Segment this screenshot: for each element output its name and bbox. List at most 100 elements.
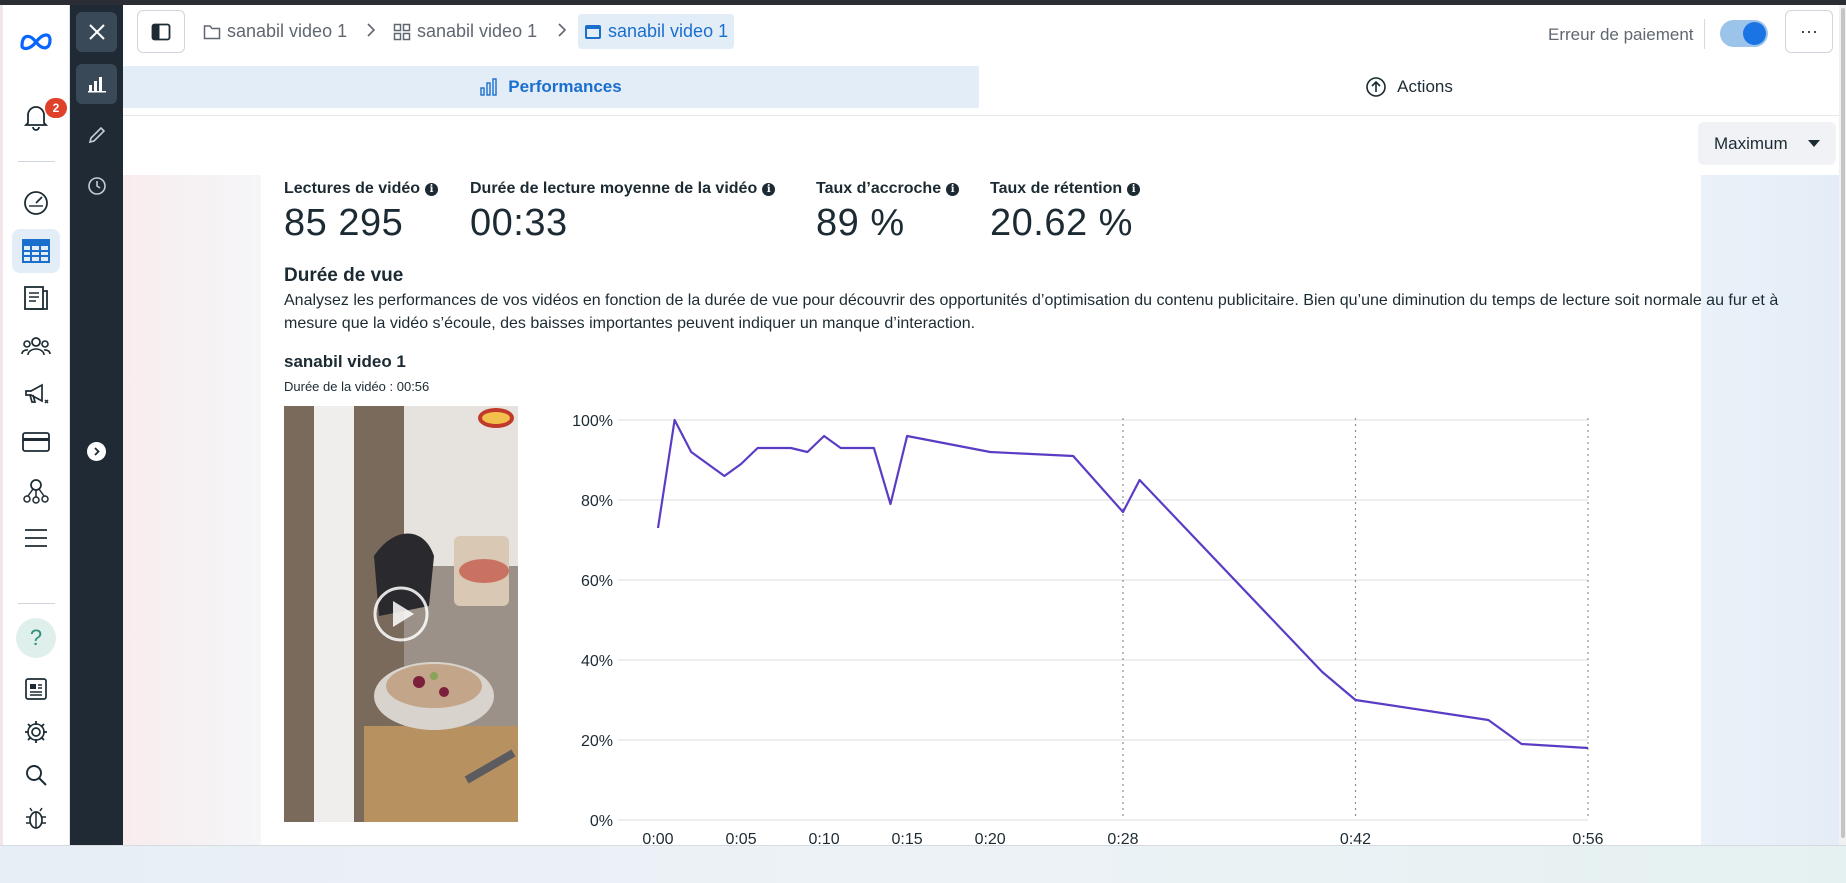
rail-item-overview[interactable] bbox=[12, 181, 60, 225]
x-tick-label: 0:05 bbox=[725, 831, 756, 845]
rail-item-campaigns[interactable] bbox=[12, 372, 60, 416]
gauge-icon bbox=[24, 191, 48, 215]
rail-item-business-network[interactable] bbox=[12, 468, 60, 512]
x-tick-label: 0:20 bbox=[975, 831, 1006, 845]
payment-error-text[interactable]: Erreur de paiement bbox=[1548, 25, 1694, 44]
close-panel-button[interactable] bbox=[76, 12, 117, 52]
search-button[interactable] bbox=[12, 753, 60, 797]
close-icon bbox=[88, 24, 105, 40]
header-divider bbox=[1704, 19, 1705, 49]
breadcrumb-label: sanabil video 1 bbox=[417, 21, 538, 41]
header-bar: sanabil video 1 sanabil video 1 sanabil … bbox=[123, 5, 1839, 62]
metric-label: Taux d’accroche bbox=[816, 180, 942, 197]
x-tick-label: 0:10 bbox=[809, 831, 840, 845]
info-icon[interactable]: i bbox=[1127, 182, 1141, 196]
people-icon bbox=[21, 337, 51, 356]
metric-value: 89 % bbox=[816, 202, 905, 244]
info-icon[interactable]: i bbox=[946, 182, 960, 196]
metric-video-plays: Lectures de vidéo i 85 295 bbox=[284, 180, 439, 245]
x-tick-label: 0:00 bbox=[642, 831, 673, 845]
table-icon bbox=[22, 239, 50, 263]
strip-performance-button[interactable] bbox=[76, 64, 117, 104]
rail-item-audiences[interactable] bbox=[12, 324, 60, 368]
date-range-value: Maximum bbox=[1714, 133, 1788, 153]
upload-circle-icon bbox=[1366, 77, 1386, 97]
rail-item-pages[interactable] bbox=[12, 276, 60, 320]
info-icon[interactable]: i bbox=[762, 182, 776, 196]
section-description: Analysez les performances de vos vidéos … bbox=[284, 292, 1779, 332]
more-options-button[interactable]: ··· bbox=[1785, 10, 1833, 53]
expand-strip-button[interactable] bbox=[87, 442, 106, 461]
rail-item-billing[interactable] bbox=[12, 420, 60, 464]
chevron-right-icon bbox=[94, 447, 100, 456]
rail-item-all-tools[interactable] bbox=[12, 516, 60, 560]
metric-value: 20.62 % bbox=[990, 202, 1133, 244]
rail-divider-lower bbox=[18, 603, 55, 604]
metric-value: 85 295 bbox=[284, 202, 404, 244]
grid-icon bbox=[393, 23, 411, 40]
watch-duration-chart: 0% 20% 40% 60% 80% 100% 0:00 0:05 0:10 0:15 0:20 0:… bbox=[572, 413, 1604, 845]
retention-series-line bbox=[656, 418, 1589, 750]
bottom-strip bbox=[0, 845, 1846, 883]
help-button[interactable]: ? bbox=[12, 616, 60, 660]
toggle-side-panel-button[interactable] bbox=[137, 10, 185, 53]
rail-item-ads-manager[interactable] bbox=[12, 229, 60, 273]
y-tick-label: 100% bbox=[572, 413, 613, 430]
x-tick-label: 0:15 bbox=[892, 831, 923, 845]
report-bug-button[interactable] bbox=[12, 796, 60, 840]
tab-bar: Performances Actions bbox=[123, 62, 1839, 116]
info-icon[interactable]: i bbox=[425, 182, 439, 196]
tab-label: Actions bbox=[1397, 77, 1453, 96]
credit-card-icon bbox=[22, 432, 50, 452]
chevron-right-icon bbox=[367, 23, 376, 37]
metric-label: Durée de lecture moyenne de la vidéo bbox=[470, 180, 758, 197]
bug-icon bbox=[26, 807, 46, 829]
scrollbar-thumb[interactable] bbox=[1841, 8, 1845, 838]
bell-icon bbox=[23, 106, 49, 131]
video-duration: Durée de la vidéo : 00:56 bbox=[284, 379, 430, 394]
date-range-dropdown[interactable]: Maximum bbox=[1698, 122, 1836, 165]
gear-icon bbox=[25, 721, 47, 743]
video-thumbnail[interactable] bbox=[284, 406, 518, 822]
rail-item-news[interactable] bbox=[12, 667, 60, 711]
notifications-button[interactable]: 2 bbox=[12, 95, 67, 139]
tab-actions[interactable]: Actions bbox=[979, 66, 1839, 108]
bar-chart-icon bbox=[87, 77, 106, 93]
chevron-right-icon bbox=[558, 23, 567, 37]
y-tick-label: 80% bbox=[581, 493, 613, 510]
meta-logo[interactable] bbox=[12, 19, 60, 63]
x-tick-label: 0:28 bbox=[1107, 831, 1138, 845]
pages-icon bbox=[24, 286, 48, 310]
metric-avg-watch-time: Durée de lecture moyenne de la vidéo i 00… bbox=[470, 180, 776, 245]
breadcrumb-label: sanabil video 1 bbox=[608, 21, 729, 41]
settings-button[interactable] bbox=[12, 710, 60, 754]
window-top-border bbox=[0, 0, 1846, 5]
breadcrumb-campaign[interactable]: sanabil video 1 bbox=[197, 14, 353, 49]
breadcrumb-ad[interactable]: sanabil video 1 bbox=[578, 14, 735, 49]
strip-edit-button[interactable] bbox=[76, 115, 117, 155]
megaphone-icon bbox=[25, 383, 49, 404]
x-tick-label: 0:56 bbox=[1572, 831, 1603, 845]
toggle-knob bbox=[1743, 22, 1766, 45]
y-tick-label: 40% bbox=[581, 653, 613, 670]
y-tick-label: 20% bbox=[581, 733, 613, 750]
tab-label: Performances bbox=[508, 77, 622, 96]
breadcrumb-adset[interactable]: sanabil video 1 bbox=[387, 14, 543, 49]
breadcrumb-separator bbox=[366, 23, 376, 42]
app-rail: 2 bbox=[3, 5, 70, 845]
help-icon: ? bbox=[16, 618, 56, 658]
tab-performances[interactable]: Performances bbox=[123, 66, 979, 108]
video-title: sanabil video 1 bbox=[284, 352, 406, 371]
notification-badge: 2 bbox=[45, 98, 67, 118]
folder-icon bbox=[203, 24, 221, 39]
metric-retention-rate: Taux de rétention i 20.62 % bbox=[990, 180, 1141, 245]
ad-icon bbox=[585, 24, 601, 39]
caret-down-icon bbox=[1808, 139, 1820, 147]
menu-icon bbox=[25, 529, 47, 547]
main-panel: sanabil video 1 sanabil video 1 sanabil … bbox=[123, 5, 1839, 845]
section-title: Durée de vue bbox=[284, 265, 404, 286]
clock-icon bbox=[87, 177, 106, 195]
strip-history-button[interactable] bbox=[76, 166, 117, 206]
metric-hook-rate: Taux d’accroche i 89 % bbox=[816, 180, 960, 245]
ad-status-toggle[interactable] bbox=[1720, 20, 1768, 47]
